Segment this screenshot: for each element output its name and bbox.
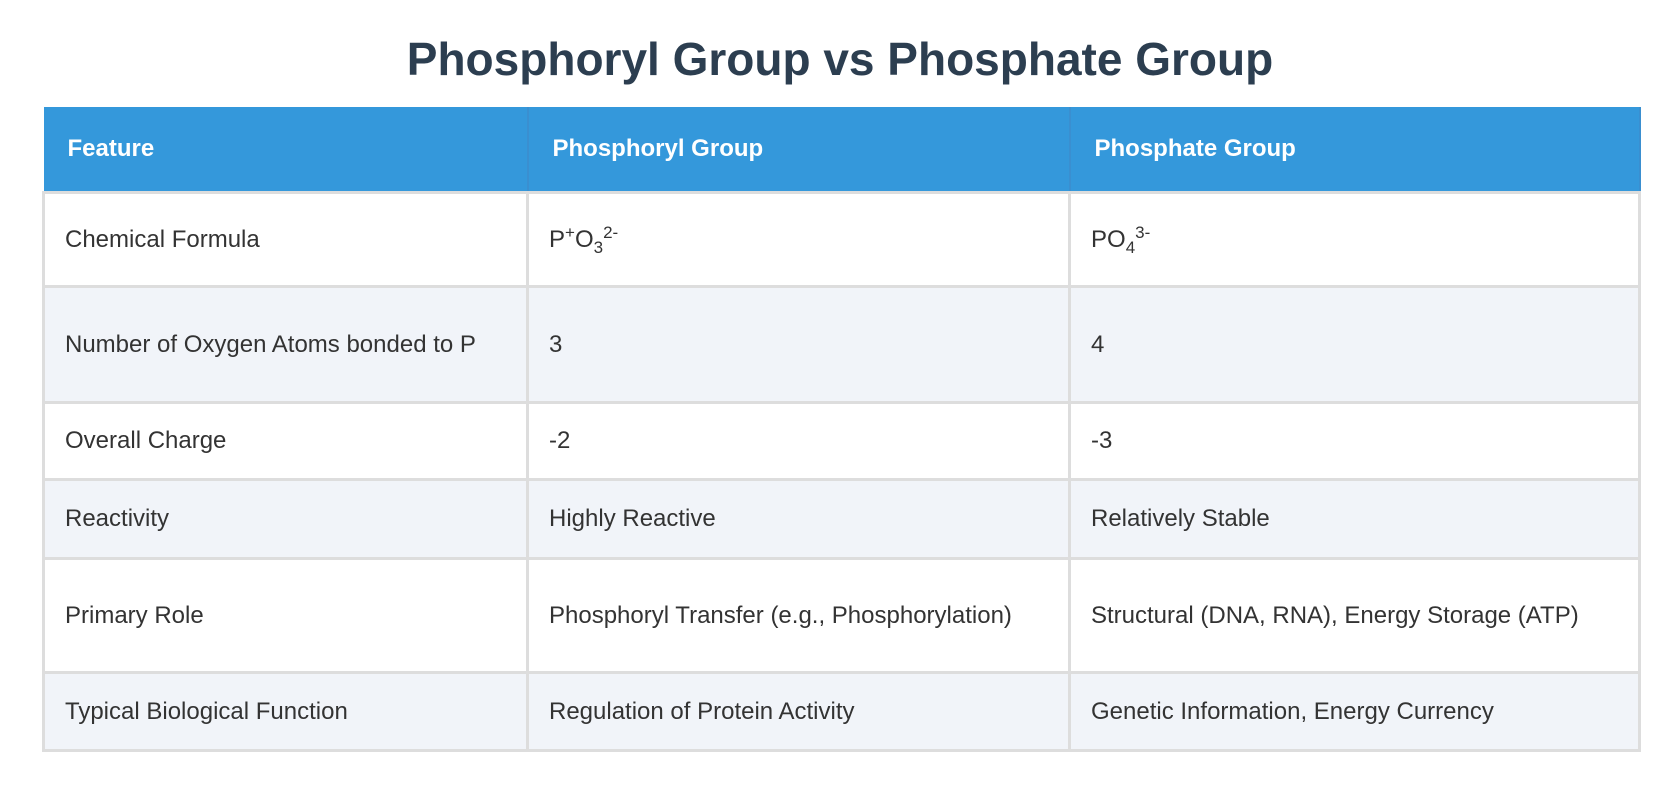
table-cell: -2 bbox=[526, 401, 1071, 481]
table-cell: Chemical Formula bbox=[42, 191, 529, 288]
formula-cell: P+O32- bbox=[526, 191, 1071, 288]
table-cell: Typical Biological Function bbox=[42, 671, 529, 752]
formula-part: P bbox=[549, 225, 566, 253]
table-row: Chemical Formula P+O32- PO43- bbox=[42, 191, 1641, 288]
header-cell: Phosphate Group bbox=[1069, 107, 1641, 193]
table-row: Typical Biological Function Regulation of… bbox=[42, 671, 1641, 752]
table-cell: Primary Role bbox=[42, 557, 529, 674]
formula-part: 3- bbox=[1135, 222, 1151, 242]
header-cell: Feature bbox=[43, 107, 529, 193]
header-cell: Phosphoryl Group bbox=[527, 107, 1071, 193]
table-cell: Number of Oxygen Atoms bonded to P bbox=[42, 285, 529, 404]
table-cell: Highly Reactive bbox=[526, 478, 1071, 560]
table-row: Overall Charge -2 -3 bbox=[42, 401, 1641, 481]
table-cell: Overall Charge bbox=[42, 401, 529, 481]
formula-part: 2- bbox=[603, 222, 619, 242]
formula-part: 3 bbox=[593, 237, 604, 257]
table-row: Reactivity Highly Reactive Relatively Stab… bbox=[42, 478, 1641, 560]
table-cell: Reactivity bbox=[42, 478, 529, 560]
table-cell: Regulation of Protein Activity bbox=[526, 671, 1071, 752]
formula-part: PO bbox=[1091, 225, 1126, 253]
comparison-table: Feature Phosphoryl Group Phosphate Group C… bbox=[42, 107, 1641, 752]
table-cell: Phosphoryl Transfer (e.g., Phosphorylati… bbox=[526, 557, 1071, 674]
table-cell: Structural (DNA, RNA), Energy Storage (A… bbox=[1068, 557, 1641, 674]
table-cell: 3 bbox=[526, 285, 1071, 404]
formula-cell: PO43- bbox=[1068, 191, 1641, 288]
header-row: Feature Phosphoryl Group Phosphate Group bbox=[43, 107, 1641, 193]
table-cell: -3 bbox=[1068, 401, 1641, 481]
formula-part: 4 bbox=[1125, 237, 1136, 257]
formula-part: O bbox=[574, 225, 594, 253]
table-row: Primary Role Phosphoryl Transfer (e.g., P… bbox=[42, 557, 1641, 674]
table-cell: Relatively Stable bbox=[1068, 478, 1641, 560]
table-cell: Genetic Information, Energy Currency bbox=[1068, 671, 1641, 752]
page-title: Phosphoryl Group vs Phosphate Group bbox=[406, 33, 1274, 85]
formula-part: + bbox=[565, 222, 575, 242]
table-cell: 4 bbox=[1068, 285, 1641, 404]
